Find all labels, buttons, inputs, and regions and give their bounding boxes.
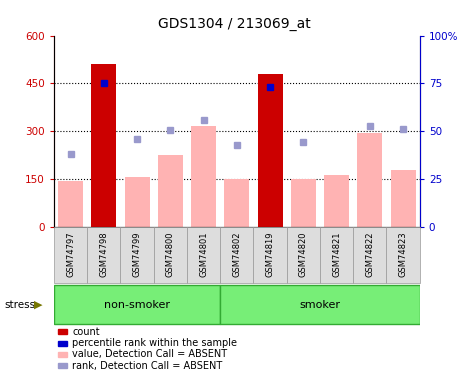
- Text: percentile rank within the sample: percentile rank within the sample: [72, 338, 237, 348]
- Bar: [257, 74, 282, 227]
- Text: GSM74802: GSM74802: [232, 231, 242, 277]
- Text: GDS1304 / 213069_at: GDS1304 / 213069_at: [158, 17, 311, 31]
- Bar: [187, 227, 220, 283]
- Text: rank, Detection Call = ABSENT: rank, Detection Call = ABSENT: [72, 361, 222, 370]
- Bar: [357, 134, 382, 227]
- Bar: [191, 126, 216, 227]
- Bar: [58, 181, 83, 227]
- Bar: [253, 227, 287, 283]
- Bar: [320, 227, 353, 283]
- Bar: [58, 352, 67, 357]
- Bar: [54, 285, 220, 324]
- Bar: [91, 64, 116, 227]
- Text: GSM74821: GSM74821: [332, 231, 341, 277]
- Text: stress: stress: [5, 300, 36, 310]
- Bar: [87, 227, 121, 283]
- Text: GSM74820: GSM74820: [299, 231, 308, 277]
- Bar: [121, 227, 154, 283]
- Bar: [58, 340, 67, 346]
- Bar: [220, 227, 253, 283]
- Text: GSM74822: GSM74822: [365, 231, 374, 277]
- Bar: [220, 285, 420, 324]
- Text: count: count: [72, 327, 100, 337]
- Bar: [291, 179, 316, 227]
- Bar: [154, 227, 187, 283]
- Text: GSM74800: GSM74800: [166, 231, 175, 277]
- Text: GSM74799: GSM74799: [133, 231, 142, 277]
- Text: non-smoker: non-smoker: [104, 300, 170, 310]
- Text: ▶: ▶: [34, 300, 42, 310]
- Text: GSM74801: GSM74801: [199, 231, 208, 277]
- Bar: [158, 155, 183, 227]
- Text: value, Detection Call = ABSENT: value, Detection Call = ABSENT: [72, 350, 227, 359]
- Bar: [224, 179, 250, 227]
- Text: GSM74797: GSM74797: [66, 231, 75, 277]
- Text: smoker: smoker: [300, 300, 340, 310]
- Bar: [353, 227, 386, 283]
- Bar: [58, 329, 67, 334]
- Bar: [324, 175, 349, 227]
- Text: GSM74819: GSM74819: [265, 231, 275, 277]
- Bar: [58, 363, 67, 368]
- Bar: [391, 170, 416, 227]
- Bar: [54, 227, 87, 283]
- Bar: [125, 177, 150, 227]
- Bar: [386, 227, 420, 283]
- Bar: [287, 227, 320, 283]
- Text: GSM74823: GSM74823: [399, 231, 408, 277]
- Text: GSM74798: GSM74798: [99, 231, 108, 277]
